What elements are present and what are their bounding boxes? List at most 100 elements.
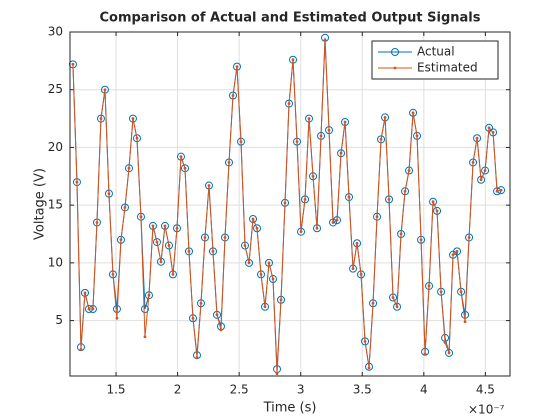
data-point [175,226,179,230]
data-point [287,102,291,105]
data-point [139,215,143,219]
y-tick-label: 30 [48,25,63,39]
y-tick-label: 25 [48,82,63,96]
data-point [87,307,91,311]
data-point [475,136,479,140]
legend-label: Actual [417,45,455,59]
data-point [483,169,487,172]
data-point [427,284,431,288]
data-point [371,301,375,305]
data-point [399,232,403,236]
data-point [479,178,483,182]
data-point [487,126,491,130]
data-point [259,273,263,276]
data-point [355,241,359,245]
data-point [331,221,335,224]
data-point [375,215,379,219]
data-point [271,277,275,281]
data-point [83,291,87,295]
data-point [391,296,395,299]
data-point [140,305,149,314]
data-point [207,184,211,187]
data-point [299,230,303,234]
data-point [323,38,327,42]
data-point [152,238,161,247]
x-tick-label: 2.5 [230,383,249,397]
data-point [495,189,499,193]
data-point [135,136,139,140]
data-point [251,217,255,221]
data-point [423,352,427,356]
data-point [407,169,411,172]
y-tick-label: 5 [55,313,63,327]
y-tick-label: 15 [48,198,63,212]
data-point [327,128,331,132]
data-point [463,320,467,324]
data-point [275,372,279,376]
data-point [419,238,423,242]
data-point [311,174,315,178]
data-point [291,58,295,62]
data-point [455,249,459,253]
data-point [395,305,399,309]
data-point [127,166,131,170]
data-point [119,238,123,242]
data-point [443,341,447,344]
data-point [199,301,203,305]
data-point [151,224,155,228]
x-tick-label: 3 [297,383,305,397]
data-point [415,134,419,138]
data-point [215,313,219,317]
data-point [171,273,175,276]
data-point [403,189,407,193]
data-point [439,290,443,294]
data-point [263,305,267,309]
data-point [335,218,339,222]
data-point [347,195,351,199]
data-point [159,260,163,264]
data-point [91,307,95,311]
x-tick-label: 1.5 [106,383,125,397]
data-point [431,200,435,204]
x-tick-label: 4 [420,383,428,397]
x-tick-label: 4.5 [476,383,495,397]
data-point [247,261,251,265]
legend-marker [393,66,397,70]
axes-box [69,31,511,377]
data-point [75,180,79,184]
data-point [339,151,343,155]
data-point [499,188,503,192]
data-point [303,197,307,201]
data-point [379,137,383,141]
data-point [147,293,151,297]
y-axis-label: Voltage (V) [33,168,48,240]
data-point [319,134,323,138]
data-point [359,273,363,276]
data-point [295,140,299,144]
data-point [491,131,495,134]
data-point [71,62,75,66]
data-point [115,316,119,320]
data-point [163,224,167,228]
data-point [223,236,227,239]
data-point [343,120,347,124]
legend: Actual Estimated [371,40,499,80]
y-tick-label: 10 [48,255,63,269]
data-point [351,267,355,271]
data-point [231,94,235,97]
data-point [191,316,195,320]
data-point [227,161,231,164]
data-point [143,335,147,339]
data-point [235,65,239,69]
data-point [267,261,271,265]
data-point [103,88,107,92]
data-point [367,366,371,370]
data-point [383,116,387,119]
data-point [239,140,243,144]
data-point [195,356,199,359]
data-point [315,226,319,230]
data-point [411,111,415,115]
data-point [79,348,83,351]
data-point [219,328,223,332]
data-point [447,351,451,355]
